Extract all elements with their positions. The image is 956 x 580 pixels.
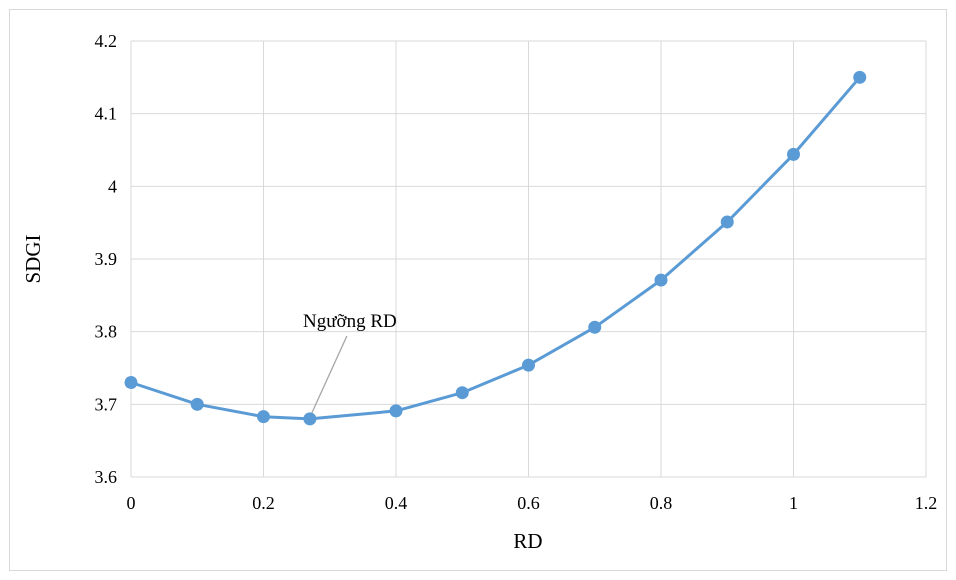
data-point <box>257 410 270 424</box>
data-point <box>389 404 403 418</box>
x-tick-label: 0.2 <box>252 493 275 513</box>
y-tick-label: 4 <box>108 176 117 196</box>
annotations: Ngưỡng RD <box>303 311 397 414</box>
gridlines <box>130 40 927 478</box>
y-tick-label: 4.1 <box>95 104 118 124</box>
y-axis-title: SDGI <box>21 234 45 283</box>
y-tick-label: 3.7 <box>95 394 118 414</box>
data-point <box>853 70 867 84</box>
data-point <box>787 147 800 161</box>
tick-labels: 0 0.2 0.4 0.6 0.8 1 1.2 3.6 3.7 3.8 3.9 4 4.1 4.2 <box>95 31 938 513</box>
data-point <box>522 358 535 372</box>
x-tick-label: 1.2 <box>915 493 938 513</box>
x-tick-label: 0.4 <box>385 493 408 513</box>
y-tick-label: 3.9 <box>95 249 118 269</box>
x-tick-label: 1 <box>789 493 798 513</box>
annotation-leader-line <box>311 335 348 414</box>
x-tick-label: 0 <box>127 493 136 513</box>
y-tick-label: 3.6 <box>95 467 118 487</box>
y-tick-label: 3.8 <box>95 322 118 342</box>
y-tick-label: 4.2 <box>95 31 118 51</box>
x-tick-label: 0.8 <box>650 493 673 513</box>
data-point <box>588 320 602 334</box>
data-series <box>124 70 867 426</box>
data-point <box>124 376 138 390</box>
x-tick-label: 0.6 <box>517 493 540 513</box>
x-axis-title: RD <box>513 529 542 553</box>
data-point <box>654 273 668 287</box>
data-point <box>455 386 469 400</box>
series-line <box>130 76 861 421</box>
annotation-label: Ngưỡng RD <box>303 311 397 332</box>
data-point <box>303 412 317 426</box>
data-point <box>720 215 734 229</box>
data-point <box>190 397 204 411</box>
chart-border <box>9 9 947 571</box>
